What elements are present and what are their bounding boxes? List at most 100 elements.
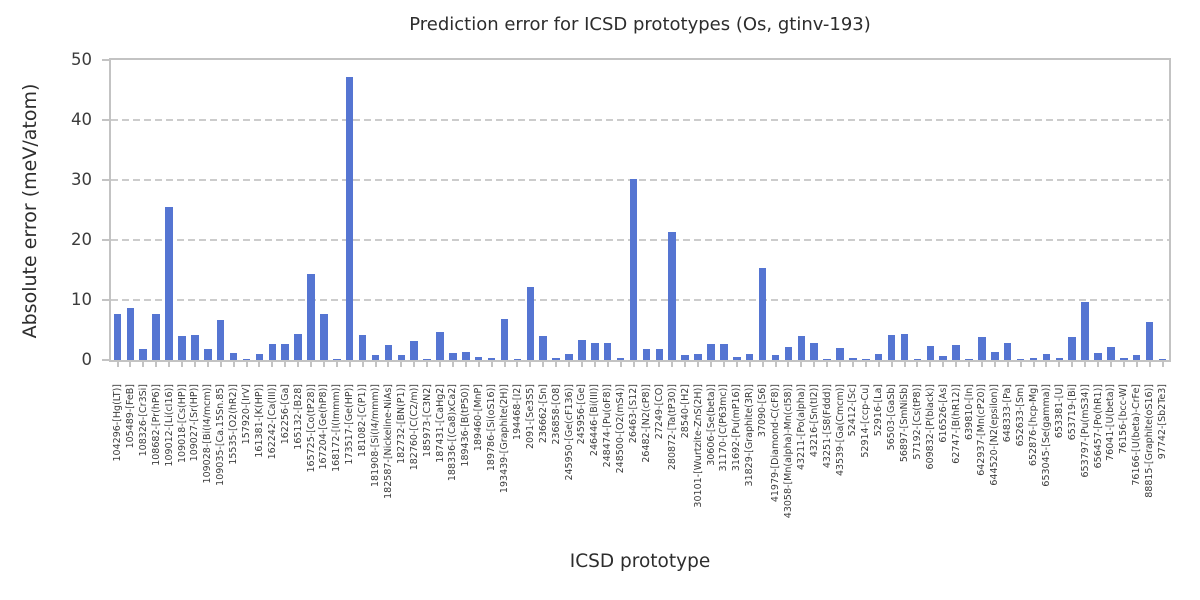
x-tick-mark	[722, 360, 725, 367]
x-tick-mark	[155, 360, 158, 367]
bar	[978, 336, 986, 360]
x-tick-mark	[129, 360, 132, 367]
x-tick-label: 182760-[C(C2/m)]	[408, 384, 420, 471]
x-tick-label: 105489-[FeB]	[124, 384, 136, 449]
bar	[926, 346, 935, 360]
x-tick-label: 26482-[N2(cP8)]	[641, 384, 652, 463]
bar	[1016, 359, 1025, 360]
x-tick-mark	[1045, 360, 1048, 367]
bar	[1003, 343, 1012, 360]
x-tick-label: 31692-[Pu(mP16)]	[731, 384, 743, 472]
x-tick-label: 616526-[As]	[937, 384, 949, 443]
x-tick-mark	[258, 360, 261, 367]
x-tick-label: 161381-[K(HP)]	[253, 384, 265, 458]
x-tick-label: 182732-[BN(P1)]	[395, 384, 407, 464]
bar	[268, 344, 277, 360]
bar	[694, 354, 702, 360]
x-tick-mark	[1148, 360, 1151, 367]
x-tick-label: 246446-[Bi(III)]	[589, 384, 601, 457]
bar	[307, 273, 315, 360]
x-tick-label: 189786-[Si(oS16)]	[486, 384, 498, 472]
bar	[1158, 358, 1167, 360]
bar	[423, 359, 431, 360]
x-tick-mark	[980, 360, 983, 367]
x-tick-label: 189460-[MnP]	[473, 384, 485, 452]
x-tick-mark	[993, 360, 996, 367]
x-tick-label: 43539-[Ga(Cmcm)]	[834, 384, 846, 477]
x-tick-mark	[529, 360, 532, 367]
bar	[720, 344, 728, 360]
x-tick-label: 88815-[Graphite(oS16)]	[1144, 384, 1156, 498]
bar	[487, 357, 496, 360]
y-tick-mark	[102, 299, 109, 301]
y-tick-label-10: 10	[71, 290, 92, 309]
x-tick-label: 248474-[Pu(oF8)]	[602, 384, 614, 468]
x-tick-label: 28540-[H2]	[679, 384, 691, 439]
x-tick-mark	[206, 360, 209, 367]
bar	[771, 354, 780, 360]
bar	[629, 179, 638, 360]
bar	[913, 359, 922, 360]
x-tick-mark	[1084, 360, 1087, 367]
bar	[462, 352, 470, 360]
x-tick-label: 189436-[B(tP50)]	[460, 384, 472, 467]
bar	[229, 353, 238, 360]
x-tick-mark	[348, 360, 351, 367]
bar	[152, 314, 160, 360]
bar	[294, 333, 302, 360]
x-tick-label: 37090-[S6]	[757, 384, 769, 438]
x-tick-mark	[490, 360, 493, 367]
x-tick-mark	[568, 360, 570, 367]
x-tick-mark	[284, 360, 287, 367]
x-tick-mark	[877, 360, 880, 367]
x-tick-mark	[1122, 360, 1125, 367]
x-tick-label: 15535-[O2(hR2)]	[228, 384, 240, 465]
bar	[242, 359, 251, 360]
x-tick-label: 52914-[ccp-Cu]	[860, 384, 872, 458]
x-tick-mark	[864, 360, 867, 367]
bar	[591, 343, 599, 360]
bar	[513, 359, 522, 360]
bar	[474, 357, 483, 360]
x-tick-label: 109012-[Li(cI16)]	[163, 384, 175, 467]
x-tick-label: 109018-[Cs(HP)]	[176, 384, 188, 463]
x-tick-label: 193439-[Graphite(2H)]	[499, 384, 510, 494]
bar	[952, 345, 960, 360]
x-tick-label: 109027-[Sr(HP)]	[189, 384, 201, 462]
bar	[281, 344, 289, 360]
x-tick-mark	[1032, 360, 1035, 367]
bar	[1081, 301, 1089, 360]
bar	[707, 344, 715, 360]
x-tick-mark	[1109, 360, 1112, 367]
x-tick-mark	[851, 360, 854, 367]
x-tick-label: 52412-[Sc]	[847, 384, 859, 437]
x-tick-label: 108682-[Pr(hP6)]	[150, 384, 162, 466]
x-tick-label: 248500-[O2(mS4)]	[615, 384, 627, 474]
bar	[758, 267, 767, 360]
x-tick-label: 173517-[Ge(HP)]	[344, 384, 356, 465]
x-tick-label: 97742-[Sb2Te3]	[1157, 384, 1168, 460]
bar	[410, 340, 418, 360]
bar	[900, 333, 909, 360]
y-tick-label-40: 40	[71, 110, 92, 129]
x-tick-mark	[903, 360, 906, 367]
x-tick-mark	[439, 360, 441, 367]
x-tick-mark	[748, 360, 751, 367]
x-tick-label: 652633-[Sm]	[1015, 384, 1027, 447]
gridline-30	[111, 179, 1169, 181]
x-tick-mark	[1019, 360, 1022, 367]
x-tick-label: 165132-[B28]	[292, 384, 304, 450]
x-tick-label: 43216-[Sn(tI2)]	[808, 384, 820, 458]
bar	[862, 359, 870, 360]
bar	[397, 355, 406, 360]
x-tick-mark	[697, 360, 700, 367]
x-tick-mark	[1135, 360, 1138, 367]
x-tick-label: 31829-[Graphite(3R)]	[744, 384, 756, 487]
x-tick-label: 167204-[Ge(hP8)]	[318, 384, 330, 470]
bar	[810, 343, 818, 360]
x-tick-mark	[477, 360, 480, 367]
x-tick-mark	[516, 360, 519, 367]
bar	[552, 358, 560, 360]
x-tick-label: 62747-[B(hR12)]	[950, 384, 962, 464]
